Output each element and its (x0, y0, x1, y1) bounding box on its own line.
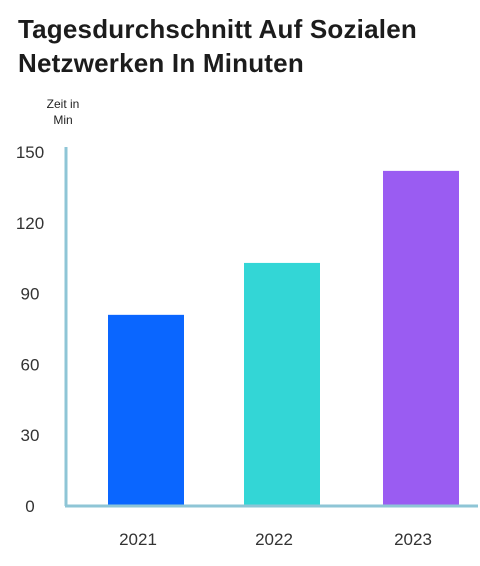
bars (108, 170, 459, 506)
bar-2022 (244, 262, 320, 506)
bar-2023 (383, 170, 459, 506)
chart-title: Tagesdurchschnitt Auf Sozialen Netzwerke… (18, 14, 417, 78)
bar-2021 (108, 314, 184, 506)
y-tick-label: 30 (21, 426, 40, 445)
y-axis-label: Zeit in Min (46, 97, 80, 127)
y-tick-label: 120 (16, 214, 44, 233)
y-tick-label: 60 (21, 355, 40, 374)
x-tick-label: 2022 (255, 530, 293, 549)
y-tick-label: 0 (25, 497, 34, 516)
y-tick-label: 90 (21, 285, 40, 304)
x-tick-labels: 2021 2022 2023 (119, 530, 432, 549)
y-tick-label: 150 (16, 143, 44, 162)
x-tick-label: 2021 (119, 530, 157, 549)
x-tick-label: 2023 (394, 530, 432, 549)
y-tick-labels: 0 30 60 90 120 150 (16, 143, 44, 516)
